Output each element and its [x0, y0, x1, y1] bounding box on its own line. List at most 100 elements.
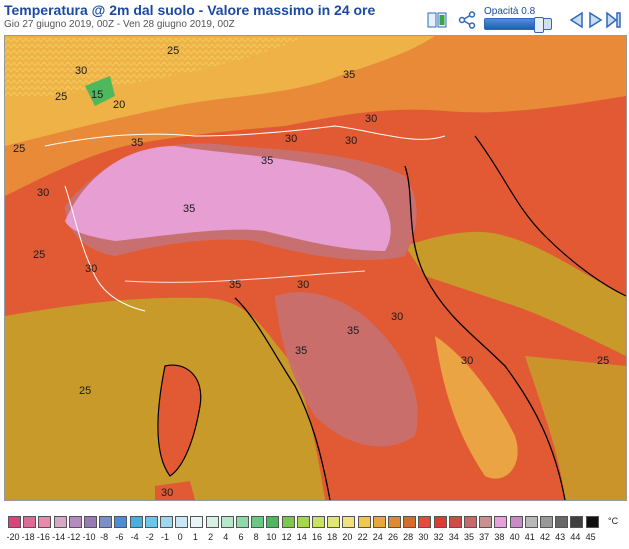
isotherm-label: 35: [347, 325, 359, 337]
legend-label: -4: [130, 532, 139, 542]
legend-swatch: [68, 516, 82, 528]
sardinia: [155, 481, 195, 500]
isotherm-label: 15: [91, 89, 103, 101]
temperature-map[interactable]: 25 30 35 15 20 25 30 35 30 25 30 35 30 3…: [4, 35, 627, 501]
legend-swatch: [38, 516, 52, 528]
legend-label: 0: [177, 532, 183, 542]
legend-swatch: [555, 516, 569, 528]
play-forward-icon[interactable]: [586, 10, 606, 30]
legend-label: 43: [555, 532, 566, 542]
legend-swatch: [281, 516, 295, 528]
legend-swatch: [144, 516, 158, 528]
isotherm-label: 30: [365, 113, 377, 125]
opacity-fill: [485, 19, 538, 29]
legend-swatch: [266, 516, 280, 528]
legend-swatch: [99, 516, 113, 528]
legend-label: 38: [494, 532, 505, 542]
adriatic-sea: [405, 231, 626, 356]
corsica: [158, 365, 201, 476]
legend-swatch: [464, 516, 477, 528]
isotherm-label: 35: [343, 69, 355, 81]
legend-label: 28: [403, 532, 414, 542]
legend-label: 1: [192, 532, 198, 542]
isotherm-labels: 25 30 35 15 20 25 30 35 30 25 30 35 30 3…: [13, 45, 609, 499]
legend-swatch: [479, 516, 493, 528]
isotherm-label: 25: [55, 91, 67, 103]
play-back-icon[interactable]: [566, 10, 586, 30]
opacity-slider[interactable]: [484, 17, 552, 33]
isotherm-label: 30: [297, 279, 309, 291]
legend-label: 32: [433, 532, 444, 542]
legend-swatch: [342, 516, 356, 528]
legend-swatch: [494, 516, 508, 528]
isotherm-label: 25: [597, 355, 609, 367]
legend-swatch: [570, 516, 584, 528]
last-frame-icon[interactable]: [604, 10, 624, 30]
legend-unit: °C: [608, 516, 619, 526]
book-icon[interactable]: [427, 10, 447, 30]
isotherm-label: 20: [113, 99, 125, 111]
legend-swatch: [296, 516, 310, 528]
isotherm-label: 30: [85, 263, 97, 275]
legend-swatch: [448, 516, 462, 528]
header: Temperatura @ 2m dal suolo - Valore mass…: [0, 0, 629, 34]
legend-swatch: [129, 516, 143, 528]
isotherm-label: 25: [33, 249, 45, 261]
legend-label: 40: [509, 532, 520, 542]
legend-label: -16: [36, 532, 50, 542]
legend-label: 8: [253, 532, 259, 542]
isotherm-label: 30: [345, 135, 357, 147]
legend-swatch: [8, 516, 21, 528]
legend-swatch: [220, 516, 234, 528]
legend-label: 26: [387, 532, 398, 542]
legend-swatch: [524, 516, 538, 528]
legend-swatch: [418, 516, 432, 528]
legend-label: -10: [82, 532, 96, 542]
isotherm-label: 30: [75, 65, 87, 77]
legend-swatch: [114, 516, 128, 528]
legend-swatch: [23, 516, 37, 528]
legend-label: 42: [539, 532, 550, 542]
legend-label: 41: [524, 532, 535, 542]
legend-label: -1: [160, 532, 169, 542]
opacity-handle[interactable]: [533, 17, 544, 33]
legend-swatch: [388, 516, 401, 528]
legend-label: 22: [357, 532, 368, 542]
isotherm-label: 30: [391, 311, 403, 323]
legend-label: 44: [570, 532, 581, 542]
legend-label: -12: [67, 532, 81, 542]
color-legend: -20 -18 -16 -14 -12 -10 -8 -6 -4 -2 -1 0 1 2 4 6 8 10 12 14…: [4, 512, 625, 548]
legend-label: -2: [145, 532, 154, 542]
legend-swatch: [509, 516, 523, 528]
legend-swatch: [372, 516, 386, 528]
legend-label: 45: [585, 532, 596, 542]
legend-swatch: [357, 516, 371, 528]
isotherm-label: 35: [183, 203, 195, 215]
isotherm-label: 30: [161, 487, 173, 499]
legend-label: 14: [296, 532, 307, 542]
isotherm-label: 30: [285, 133, 297, 145]
legend-label: 35: [463, 532, 474, 542]
map-canvas: 25 30 35 15 20 25 30 35 30 25 30 35 30 3…: [5, 36, 626, 500]
legend-label: 24: [372, 532, 383, 542]
isotherm-label: 25: [13, 143, 25, 155]
central-apennines: [275, 292, 418, 447]
legend-label: -6: [115, 532, 124, 542]
legend-swatch: [160, 516, 173, 528]
legend-swatch: [433, 516, 447, 528]
isotherm-label: 35: [261, 155, 273, 167]
legend-swatch: [312, 516, 325, 528]
legend-swatch: [175, 516, 189, 528]
legend-swatch: [540, 516, 553, 528]
isotherm-label: 30: [37, 187, 49, 199]
legend-label: 34: [448, 532, 459, 542]
legend-swatch: [251, 516, 265, 528]
page-title: Temperatura @ 2m dal suolo - Valore mass…: [4, 2, 376, 18]
legend-swatch: [236, 516, 249, 528]
legend-swatch: [585, 516, 599, 528]
legend-label: 37: [479, 532, 490, 542]
share-icon[interactable]: [457, 10, 477, 30]
isotherm-label: 30: [461, 355, 473, 367]
legend-label: 20: [342, 532, 353, 542]
isotherm-label: 35: [229, 279, 241, 291]
